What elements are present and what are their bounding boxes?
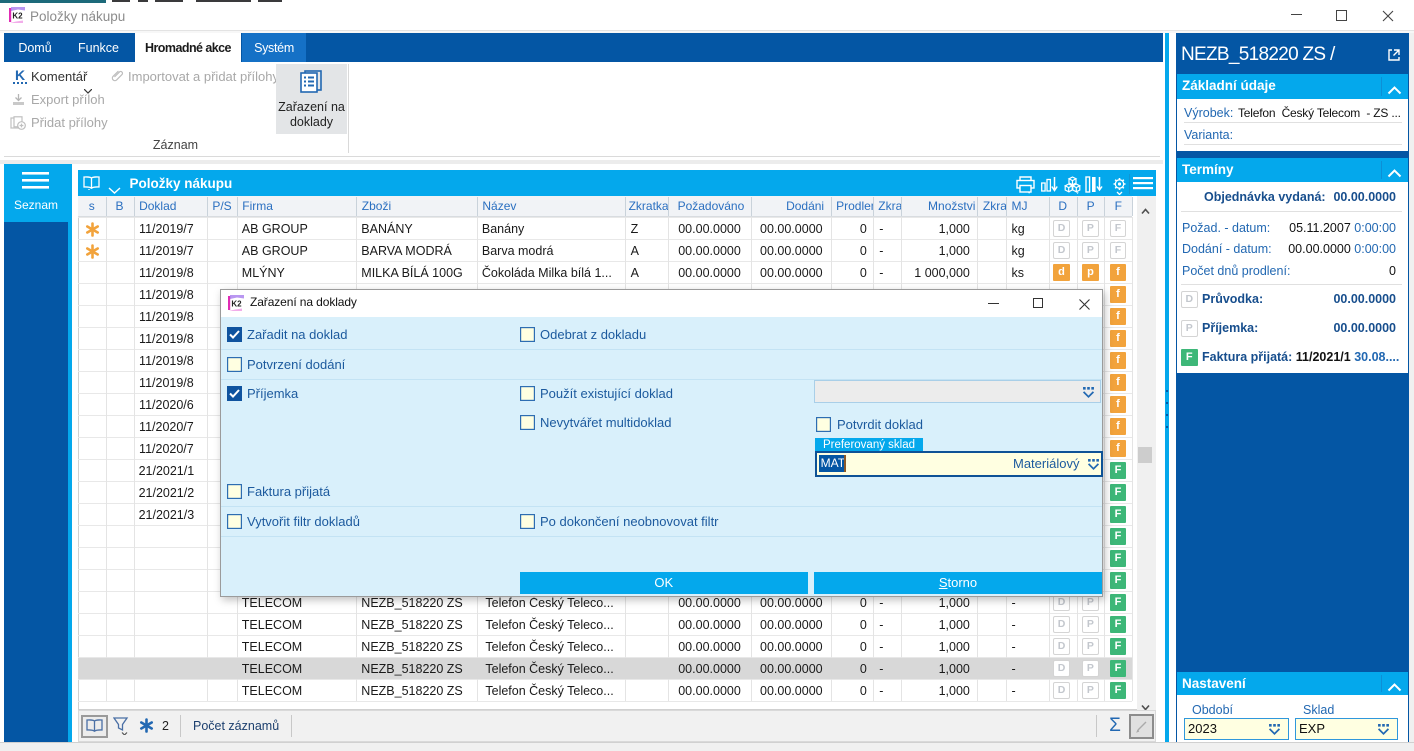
svg-text:K2: K2 bbox=[12, 12, 23, 21]
svg-text:K2: K2 bbox=[231, 300, 242, 309]
